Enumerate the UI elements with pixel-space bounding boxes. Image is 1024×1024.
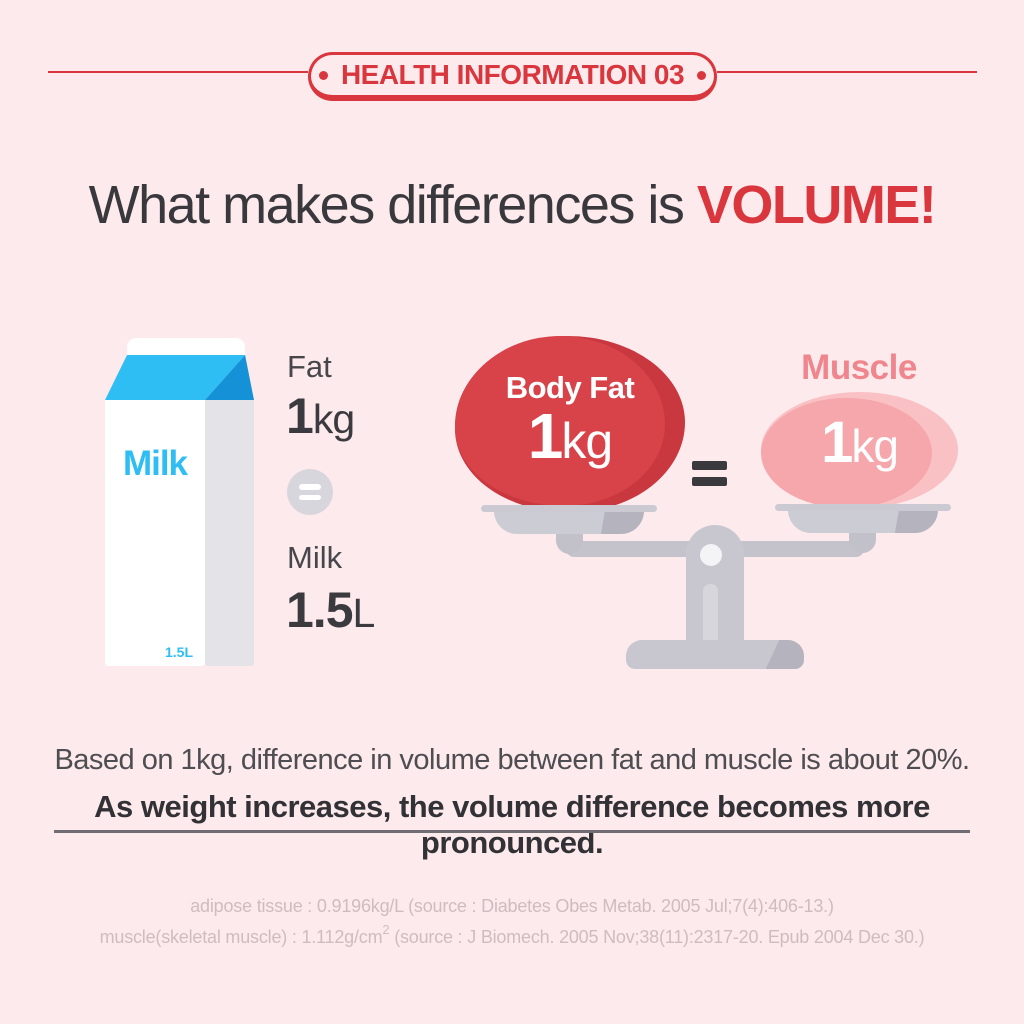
footnote-muscle-post: (source : J Biomech. 2005 Nov;38(11):231… xyxy=(389,927,925,947)
body-fat-label: Body Fat xyxy=(505,370,635,405)
page-title: What makes differences is VOLUME! xyxy=(0,178,1024,232)
footnote-muscle: muscle(skeletal muscle) : 1.112g/cm2 (so… xyxy=(0,922,1024,948)
fat-label: Fat xyxy=(287,349,332,384)
statement-emphasis: As weight increases, the volume differen… xyxy=(94,789,930,860)
statement-underline xyxy=(54,830,970,833)
footnote-muscle-sup: 2 xyxy=(382,922,390,937)
equals-badge-icon xyxy=(287,469,333,515)
muscle-weight-unit: kg xyxy=(851,420,899,472)
milk-volume-value: 1.5 xyxy=(286,582,354,638)
equals-icon xyxy=(692,461,727,486)
header-rule-right xyxy=(717,71,977,73)
fat-weight: 1kg xyxy=(286,388,355,444)
body-fat-weight: 1kg xyxy=(455,404,685,468)
muscle-blob-shade xyxy=(761,398,932,508)
badge-dot-right-icon xyxy=(697,70,707,80)
badge-dot-left-icon xyxy=(318,70,328,80)
header-badge: HEALTH INFORMATION 03 xyxy=(308,52,717,101)
body-fat-blob-highlight xyxy=(455,336,665,506)
muscle-weight: 1kg xyxy=(761,414,958,472)
badge-label: HEALTH INFORMATION 03 xyxy=(340,59,685,90)
fat-weight-unit: kg xyxy=(312,396,355,442)
scale-pan-left-lip xyxy=(481,505,657,512)
body-fat-blob xyxy=(455,336,685,512)
scale-pan-right-lip xyxy=(775,504,951,511)
footnote-adipose: adipose tissue : 0.9196kg/L (source : Di… xyxy=(190,896,834,916)
carton-body-side xyxy=(205,400,254,666)
muscle-weight-value: 1 xyxy=(821,410,853,475)
body-fat-weight-value: 1 xyxy=(527,400,564,472)
muscle-blob xyxy=(761,392,958,508)
carton-volume-label: 1.5L xyxy=(164,644,193,660)
scale-pan-left xyxy=(494,511,644,534)
scale-post-stripe xyxy=(703,584,718,648)
milk-volume-unit: L xyxy=(352,590,376,636)
milk-carton-illustration: Milk 1.5L xyxy=(105,332,255,668)
scale-pan-right xyxy=(788,510,938,533)
milk-label: Milk xyxy=(287,540,343,575)
carton-body-front xyxy=(105,400,205,666)
equals-bar xyxy=(692,461,727,470)
footnote-muscle-pre: muscle(skeletal muscle) : 1.112g/cm xyxy=(99,927,383,947)
body-fat-weight-unit: kg xyxy=(561,413,613,469)
equals-bar xyxy=(299,494,321,500)
header-rule-left xyxy=(48,71,308,73)
fat-weight-value: 1 xyxy=(286,388,314,444)
milk-volume: 1.5L xyxy=(286,582,376,638)
statement-primary: Based on 1kg, difference in volume betwe… xyxy=(54,744,970,776)
title-highlight: VOLUME! xyxy=(696,175,937,235)
muscle-label: Muscle xyxy=(801,348,917,387)
scale-base xyxy=(626,640,804,669)
title-prefix: What makes differences is xyxy=(88,175,697,235)
scale-pivot-icon xyxy=(700,544,722,566)
carton-brand-label: Milk xyxy=(122,444,188,483)
equals-bar xyxy=(692,477,727,486)
equals-bar xyxy=(299,484,321,490)
